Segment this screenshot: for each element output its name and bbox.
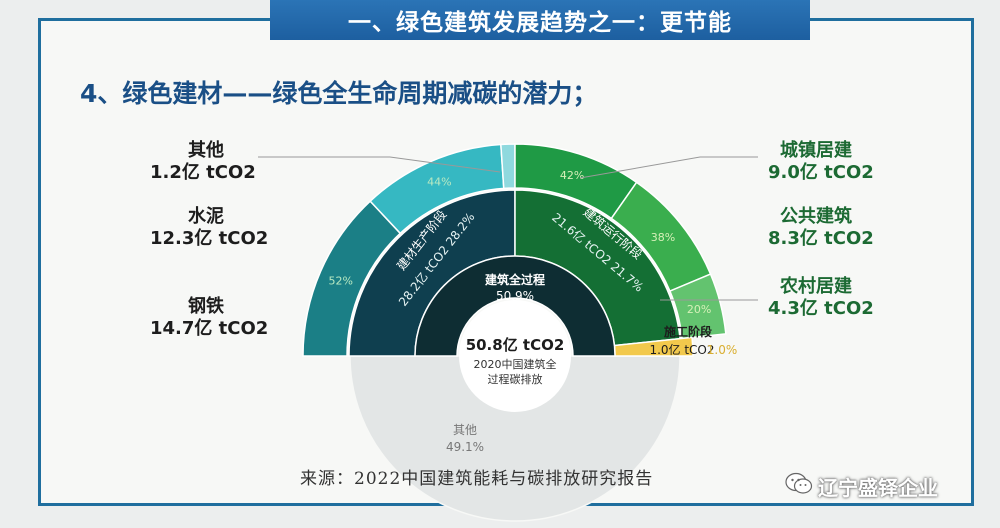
label-cement-value: 12.3亿 tCO2 <box>150 228 269 249</box>
label-steel: 钢铁 14.7亿 tCO2 <box>150 296 268 340</box>
label-public-buildings-value: 8.3亿 tCO2 <box>768 228 874 249</box>
source-note: 来源：2022中国建筑能耗与碳排放研究报告 <box>300 469 654 489</box>
label-steel-value: 14.7亿 tCO2 <box>150 318 269 339</box>
slide-banner: 一、绿色建筑发展趋势之一：更节能 <box>270 0 810 40</box>
label-rural-residential-name: 农村居建 <box>780 276 852 297</box>
label-stage-construction-name: 施工阶段 <box>664 324 713 339</box>
slide-subtitle: 4、绿色建材——绿色全生命周期减碳的潜力； <box>80 79 598 108</box>
label-cement: 水泥 12.3亿 tCO2 <box>150 206 268 250</box>
label-cement-name: 水泥 <box>188 206 224 227</box>
label-steel-name: 钢铁 <box>188 296 224 317</box>
pct-material-1: 44% <box>427 176 451 189</box>
center-caption-line1: 2020中国建筑全 <box>474 357 557 371</box>
ring-other-lower <box>349 355 681 522</box>
leader-other-materials <box>258 156 501 173</box>
label-core-process-name: 建筑全过程 <box>484 272 545 287</box>
segment-core-process <box>414 255 616 357</box>
label-stage-construction-percent: 1.0% <box>707 343 738 357</box>
label-urban-residential-name: 城镇居建 <box>780 140 852 161</box>
label-other-core-name: 其他 <box>453 423 477 437</box>
leader-urban-residential <box>579 156 758 179</box>
pct-operation-0: 42% <box>560 169 584 182</box>
label-stage-construction-value: 1.0亿 tCO2 <box>649 342 714 357</box>
label-public-buildings: 公共建筑 8.3亿 tCO2 <box>768 206 874 250</box>
label-urban-residential-value: 9.0亿 tCO2 <box>768 162 874 183</box>
label-other-materials-value: 1.2亿 tCO2 <box>150 162 256 183</box>
pct-operation-2: 20% <box>687 303 711 316</box>
label-core-process-percent: 50.9% <box>496 289 534 303</box>
brand-watermark: 辽宁盛铎企业 <box>818 476 938 500</box>
center-disk <box>459 300 571 412</box>
label-rural-residential-value: 4.3亿 tCO2 <box>768 298 874 319</box>
label-other-materials: 其他 1.2亿 tCO2 <box>150 140 256 184</box>
label-rural-residential: 农村居建 4.3亿 tCO2 <box>768 276 874 320</box>
center-caption-line2: 过程碳排放 <box>488 372 543 386</box>
center-total-value: 50.8亿 tCO2 <box>466 336 565 354</box>
label-public-buildings-name: 公共建筑 <box>780 206 852 227</box>
pct-operation-1: 38% <box>651 231 675 244</box>
pct-material-0: 52% <box>328 274 352 287</box>
wechat-icon <box>785 472 813 494</box>
label-other-core-percent: 49.1% <box>446 440 484 454</box>
segment-material-2 <box>500 143 516 190</box>
label-other-materials-name: 其他 <box>188 140 224 161</box>
label-urban-residential: 城镇居建 9.0亿 tCO2 <box>768 140 874 184</box>
segment-operation-2 <box>668 273 727 340</box>
